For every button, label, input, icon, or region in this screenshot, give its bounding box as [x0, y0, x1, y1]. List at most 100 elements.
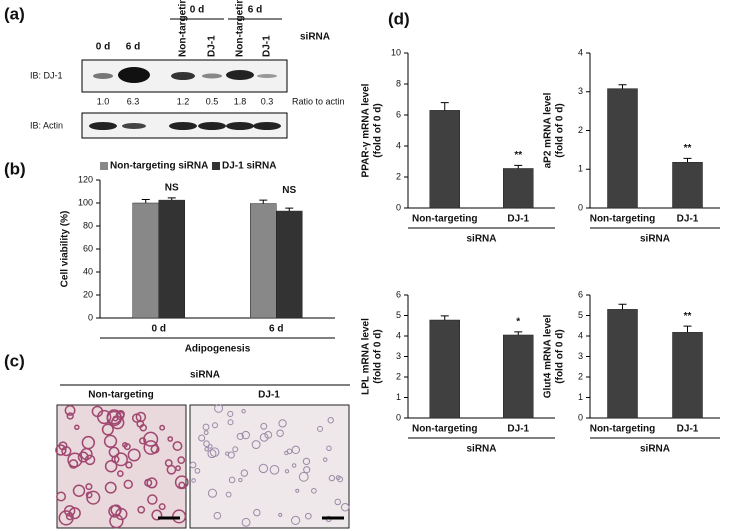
x-axis-label: siRNA	[640, 444, 670, 455]
y-tick-label: 4	[578, 47, 583, 57]
bar	[276, 210, 303, 319]
x-tick-label: DJ-1	[507, 424, 529, 435]
x-tick-label: 6 d	[269, 324, 283, 335]
y-tick-label: 3	[396, 351, 401, 361]
significance: **	[684, 143, 692, 154]
ratio: 1.8	[234, 96, 247, 106]
x-tick-label: 0 d	[152, 324, 166, 335]
y-tick-label: 4	[578, 330, 583, 340]
y-tick-label: 40	[83, 266, 93, 276]
bar	[607, 309, 638, 419]
x-axis-label: Adipogenesis	[185, 344, 251, 355]
y-tick-label: 1	[396, 392, 401, 402]
ratio: 1.0	[97, 96, 110, 106]
y-axis-label: PPAR-γ mRNA level	[361, 83, 372, 177]
x-tick-label: DJ-1	[677, 214, 699, 225]
y-tick-label: 6	[578, 289, 583, 299]
lane-label: DJ-1	[207, 35, 218, 57]
bar	[607, 88, 638, 209]
y-tick-label: 0	[396, 202, 401, 212]
lane-label: 0 d	[96, 42, 110, 53]
y-tick-label: 10	[391, 47, 401, 57]
significance: *	[516, 317, 520, 328]
error-bar	[683, 157, 692, 163]
band	[171, 72, 195, 80]
y-axis-label: Glut4 mRNA level	[543, 315, 554, 399]
lane-label: DJ-1	[262, 35, 273, 57]
error-bar	[440, 102, 449, 111]
error-bar	[141, 199, 150, 203]
y-axis-label: LPL mRNA level	[361, 318, 372, 395]
blot-label: IB: Actin	[30, 120, 63, 130]
band	[226, 70, 254, 80]
y-tick-label: 6	[396, 289, 401, 299]
ratio: 0.3	[261, 96, 274, 106]
significance: NS	[282, 185, 296, 196]
band	[202, 73, 222, 79]
y-tick-label: 2	[578, 371, 583, 381]
x-tick-label: Non-targeting	[590, 424, 656, 435]
x-tick-label: Non-targeting	[590, 214, 656, 225]
y-tick-label: 0	[578, 412, 583, 422]
y-axis-label: (fold of 0 d)	[373, 329, 384, 383]
bar	[429, 110, 460, 209]
band	[257, 74, 277, 78]
bar	[250, 203, 277, 319]
significance: **	[514, 150, 522, 161]
y-axis-label: Cell viability (%)	[60, 211, 71, 288]
bar	[503, 168, 534, 209]
y-tick-label: 0	[396, 412, 401, 422]
bar	[158, 199, 185, 319]
ratio: 0.5	[206, 96, 219, 106]
error-bar	[285, 207, 294, 212]
bar	[132, 202, 159, 319]
legend-label: DJ-1 siRNA	[222, 161, 276, 172]
y-tick-label: 2	[578, 125, 583, 135]
error-bar	[514, 331, 523, 335]
y-tick-label: 2	[396, 371, 401, 381]
image-label: Non-targeting	[88, 390, 154, 401]
y-axis-label: aP2 mRNA level	[543, 92, 554, 168]
y-tick-label: 4	[396, 140, 401, 150]
y-tick-label: 3	[578, 86, 583, 96]
band	[93, 73, 113, 79]
actin-bands	[89, 122, 281, 130]
x-tick-label: DJ-1	[507, 214, 529, 225]
group-label: 6 d	[248, 5, 262, 16]
sirna-label: siRNA	[300, 32, 330, 43]
significance: **	[684, 311, 692, 322]
image-label: DJ-1	[258, 390, 280, 401]
error-bar	[618, 303, 627, 310]
panel-label: (c)	[4, 351, 25, 370]
bar	[672, 162, 703, 209]
y-tick-label: 1	[578, 164, 583, 174]
lane-label: Non-targeting	[235, 0, 246, 57]
y-tick-label: 0	[578, 202, 583, 212]
x-axis-label: siRNA	[466, 444, 496, 455]
y-tick-label: 120	[78, 174, 93, 184]
bar	[503, 334, 534, 419]
lane-label: 6 d	[126, 42, 140, 53]
band	[118, 67, 150, 83]
y-axis-label: (fold of 0 d)	[555, 103, 566, 157]
y-tick-label: 60	[83, 243, 93, 253]
lane-label: Non-targeting	[178, 0, 189, 57]
y-tick-label: 6	[396, 109, 401, 119]
y-tick-label: 4	[396, 330, 401, 340]
x-axis-label: siRNA	[640, 234, 670, 245]
ratio: 6.3	[127, 96, 140, 106]
y-tick-label: 5	[578, 310, 583, 320]
bar	[429, 319, 460, 419]
panel-label: (a)	[4, 4, 25, 23]
y-tick-label: 0	[88, 312, 93, 322]
y-tick-label: 3	[578, 351, 583, 361]
micrograph	[189, 404, 350, 529]
y-tick-label: 5	[396, 310, 401, 320]
y-axis-label: (fold of 0 d)	[373, 103, 384, 157]
panel-label: (d)	[388, 9, 410, 28]
y-tick-label: 20	[83, 289, 93, 299]
legend-swatch	[100, 162, 108, 170]
y-tick-label: 1	[578, 392, 583, 402]
y-tick-label: 100	[78, 197, 93, 207]
